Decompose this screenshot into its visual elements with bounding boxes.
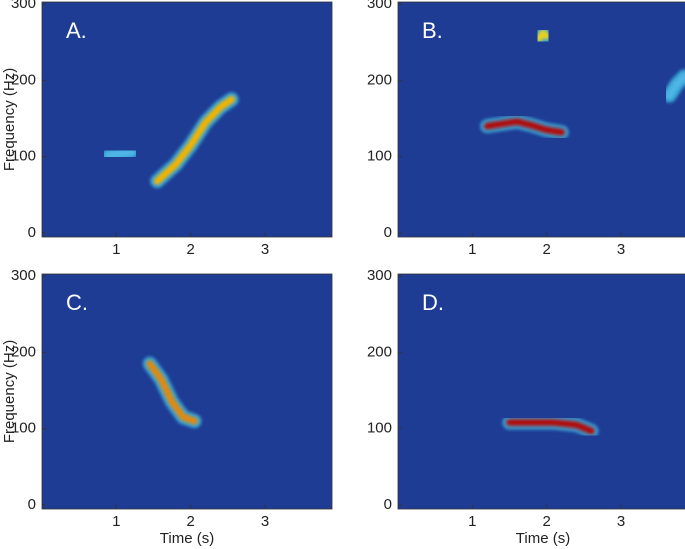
plot-area — [42, 92, 332, 236]
y-tick-label: 0 — [28, 496, 36, 513]
x-tick-label: 2 — [543, 513, 551, 530]
plot-frame — [41, 1, 333, 238]
y-tick-label: 100 — [367, 420, 392, 437]
panel-label: A. — [66, 18, 87, 43]
x-tick-label: 1 — [468, 513, 476, 530]
y-tick-label: 200 — [11, 343, 36, 360]
y-tick-label: 300 — [11, 0, 36, 12]
x-tick-label: 3 — [617, 513, 625, 530]
panel-label: B. — [422, 18, 443, 43]
plot-area — [398, 388, 685, 508]
x-tick-label: 1 — [468, 241, 476, 258]
y-tick-label: 0 — [384, 224, 392, 241]
x-tick-label: 2 — [187, 241, 195, 258]
y-tick-label: 100 — [11, 148, 36, 165]
plot-area — [398, 26, 685, 236]
plot-area — [42, 356, 332, 508]
x-axis-label: Time (s) — [516, 530, 570, 547]
y-tick-label: 100 — [11, 420, 36, 437]
y-axis-label: Frequency (Hz) — [1, 68, 18, 171]
y-tick-label: 300 — [367, 267, 392, 284]
y-axis-label: Frequency (Hz) — [1, 340, 18, 443]
y-tick-label: 0 — [384, 496, 392, 513]
x-tick-label: 3 — [617, 241, 625, 258]
x-tick-label: 1 — [112, 241, 120, 258]
y-tick-label: 300 — [11, 267, 36, 284]
contour — [483, 118, 566, 136]
contour — [506, 419, 595, 435]
y-tick-label: 100 — [367, 148, 392, 165]
y-tick-label: 200 — [11, 71, 36, 88]
contour — [105, 148, 135, 159]
y-tick-label: 200 — [367, 343, 392, 360]
panel-label: D. — [422, 290, 444, 315]
contour — [535, 29, 551, 42]
x-tick-label: 3 — [261, 241, 269, 258]
x-tick-label: 3 — [261, 513, 269, 530]
contour — [153, 95, 236, 185]
plot-frame — [41, 273, 333, 510]
y-tick-label: 300 — [367, 0, 392, 12]
panel-label: C. — [66, 290, 88, 315]
x-tick-label: 2 — [187, 513, 195, 530]
plot-frame — [397, 273, 685, 510]
contour — [665, 73, 685, 100]
x-axis-label: Time (s) — [160, 530, 214, 547]
x-tick-label: 1 — [112, 513, 120, 530]
y-tick-label: 200 — [367, 71, 392, 88]
x-tick-label: 2 — [543, 241, 551, 258]
contour — [146, 360, 198, 425]
y-tick-label: 0 — [28, 224, 36, 241]
plot-frame — [397, 1, 685, 238]
